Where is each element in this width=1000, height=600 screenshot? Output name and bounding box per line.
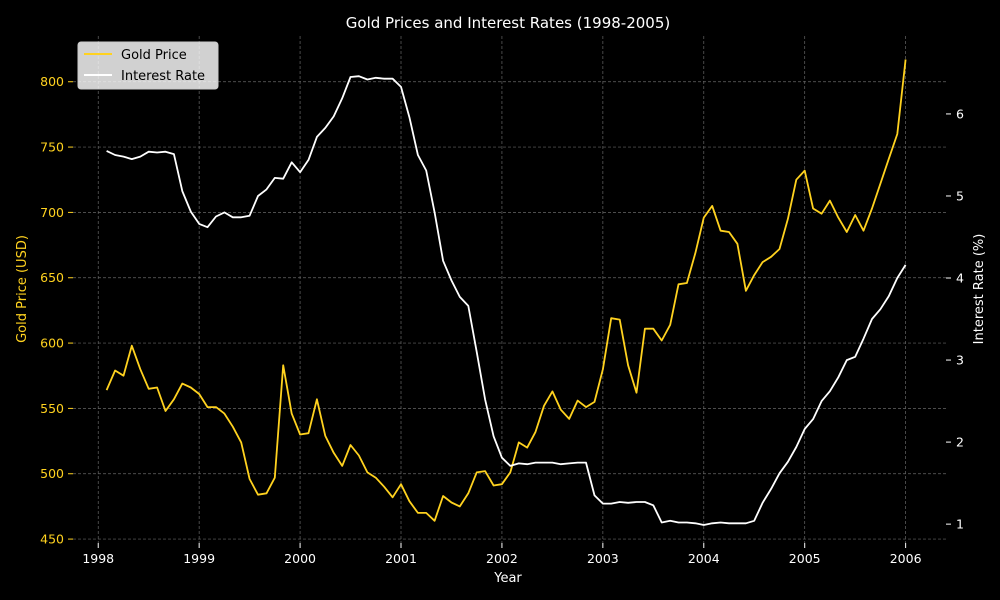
y-left-tick-label: 700 [40,205,64,220]
x-tick-label: 2004 [688,551,720,566]
axes: 1998 1999 2000 2001 2002 2003 2004 2005 2006 450 5… [40,74,964,566]
y-right-tick-label: 2 [956,435,964,450]
y-left-tick-label: 450 [40,532,64,547]
y-right-tick-label: 4 [956,271,964,286]
x-tick-label: 2003 [587,551,619,566]
x-tick-label: 2005 [789,551,821,566]
y-right-tick-label: 5 [956,188,964,203]
legend-box [77,41,219,90]
y-left-tick-label: 500 [40,466,64,481]
x-tick-label: 1999 [183,551,215,566]
grid [73,36,946,543]
x-tick-label: 2001 [385,551,417,566]
legend-label-gold-price: Gold Price [121,48,187,63]
y-left-tick-label: 600 [40,336,64,351]
chart-title: Gold Prices and Interest Rates (1998-200… [346,14,670,32]
y-left-tick-label: 750 [40,140,64,155]
y-left-tick-label: 800 [40,74,64,89]
y-right-tick-label: 6 [956,106,964,121]
x-tick-label: 1998 [82,551,114,566]
y-axis-label-left: Gold Price (USD) [15,235,30,343]
y-right-tick-label: 3 [956,353,964,368]
x-axis-label: Year [493,571,522,586]
series [105,59,907,526]
y-axis-label-right: Interest Rate (%) [972,234,987,345]
series-line-interest-rate [106,75,907,526]
y-right-tick-label: 1 [956,517,964,532]
legend-label-interest-rate: Interest Rate [121,69,205,84]
x-tick-label: 2006 [890,551,922,566]
x-tick-label: 2002 [486,551,518,566]
y-left-tick-label: 650 [40,270,64,285]
series-line-gold-price [105,59,907,522]
legend: Gold Price Interest Rate [77,41,219,90]
y-left-tick-label: 550 [40,401,64,416]
x-tick-label: 2000 [284,551,316,566]
